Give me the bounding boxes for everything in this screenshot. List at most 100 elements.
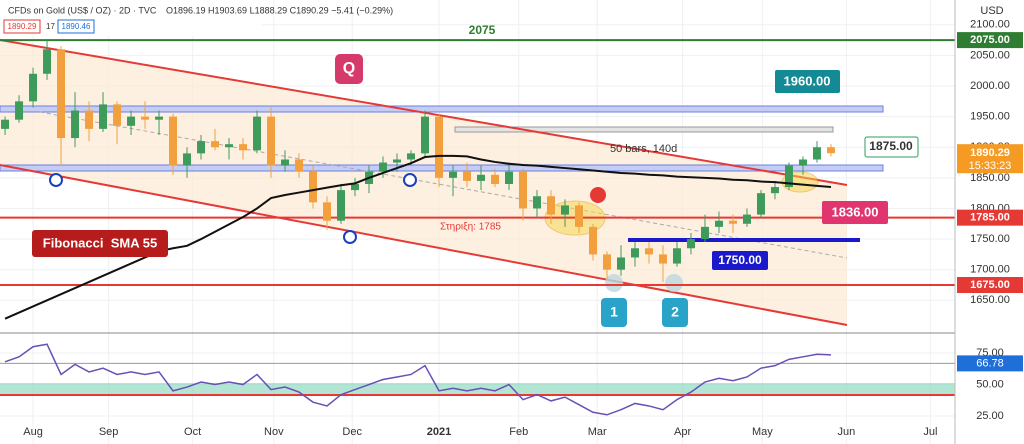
candle-body [812, 147, 821, 160]
x-tick-label: Aug [23, 426, 43, 438]
candle-body [826, 147, 835, 154]
ohlc: O1896.19 H1903.69 L1888.29 C1890.29 −5.4… [166, 5, 393, 15]
channel-line [0, 164, 848, 326]
candle-body [211, 141, 220, 148]
candle-body [99, 104, 108, 129]
candle-body [393, 159, 402, 163]
candle-body [71, 110, 80, 139]
callout-text: Q [343, 60, 355, 77]
y-tick-label: 1950.00 [970, 111, 1010, 123]
annotations: 2075 Q 1960.00 1875.00 50 bars, 140d 183… [32, 23, 919, 327]
y-tick-label: 2100.00 [970, 19, 1010, 31]
callout [864, 136, 919, 158]
candle-body [518, 171, 527, 209]
marks: Aug Sep Oct Nov Dec 2021 Feb Mar Apr May Jun Jul [1, 40, 937, 438]
bid-box [3, 19, 41, 34]
candle-body [770, 187, 779, 194]
candle-body [435, 116, 444, 178]
bid: 1890.29 [8, 22, 37, 31]
callout [601, 298, 627, 327]
y-tick-label: 2050.00 [970, 49, 1010, 61]
level-tag-text: 2075.00 [970, 34, 1010, 46]
candle-body [57, 49, 66, 139]
measure-text: 50 bars, 140d [610, 143, 677, 155]
candle-body [323, 202, 332, 221]
candle-body [630, 248, 639, 258]
up-marker [403, 173, 417, 187]
legend-background [0, 0, 262, 36]
y-tick-label: 1750.00 [970, 233, 1010, 245]
up-marker [343, 230, 357, 244]
candle-body [197, 141, 206, 154]
x-tick-label: Jun [837, 426, 855, 438]
candle-body [714, 220, 723, 227]
y-tick-label: 2000.00 [970, 80, 1010, 92]
candle-body [602, 254, 611, 270]
candle-body [43, 49, 52, 74]
candle-body [1, 119, 10, 129]
up-marker [49, 173, 63, 187]
legend: CFDs on Gold (US$ / OZ) · 2D · TVC O1896… [0, 0, 393, 36]
candle-body [532, 196, 541, 209]
candle-body [672, 248, 681, 264]
candle-body [700, 226, 709, 240]
callout-text: 1836.00 [832, 204, 879, 219]
level-tag-text: 66.78 [976, 357, 1004, 369]
symbol: CFDs on Gold (US$ / OZ) · 2D · TVC [8, 5, 157, 15]
candle-body [337, 190, 346, 221]
level-note: 2075 [469, 23, 496, 37]
candle-body [309, 171, 318, 203]
candle-body [141, 116, 150, 120]
candle-body [127, 116, 136, 126]
callout-text: 1875.00 [869, 139, 913, 153]
callout-text: Fibonacci SMA 55 [43, 235, 157, 250]
candle-body [421, 116, 430, 154]
callout-text: 1 [610, 304, 618, 320]
callout-text: 2 [671, 304, 679, 320]
ask-box [57, 19, 95, 34]
last-price: 1890.29 [970, 147, 1010, 159]
rsi-line [4, 343, 832, 416]
channel-line [0, 39, 848, 186]
callout-text: 1960.00 [784, 73, 831, 88]
candle-body [239, 144, 248, 151]
candle-body [85, 110, 94, 129]
callout [712, 251, 768, 270]
x-tick-label: Jul [923, 426, 937, 438]
candle-body [267, 116, 276, 166]
candle-body [351, 183, 360, 191]
callout [335, 54, 363, 84]
callout [32, 230, 168, 257]
candle-body [281, 159, 290, 166]
candle-body [756, 193, 765, 215]
candle-body [407, 153, 416, 160]
x-tick-label: Nov [264, 426, 284, 438]
candle-body [463, 171, 472, 181]
candle-body [253, 116, 262, 151]
candle-body [742, 214, 751, 224]
y-tick-label: 25.00 [976, 410, 1004, 422]
candle-body [658, 254, 667, 264]
candle-body [728, 220, 737, 224]
range-box [454, 126, 834, 133]
candle-body [798, 159, 807, 166]
spread: 17 [46, 22, 55, 31]
price-axis: USD 2100.002050.002000.001950.001900.001… [954, 0, 1024, 444]
callout [775, 70, 840, 93]
callout-text: 1750.00 [718, 253, 762, 267]
x-tick-label: 2021 [427, 426, 451, 438]
x-tick-label: Dec [342, 426, 362, 438]
zone [0, 105, 884, 113]
candle-body [588, 226, 597, 255]
candle-body [686, 239, 695, 249]
x-tick-label: Oct [184, 426, 201, 438]
candle-body [574, 205, 583, 227]
y-tick-label: 50.00 [976, 378, 1004, 390]
level-tag-text: 1785.00 [970, 212, 1010, 224]
candle-body [784, 165, 793, 188]
candle-body [225, 144, 234, 148]
candle-body [15, 101, 24, 120]
candle-body [476, 174, 485, 181]
level-tag [957, 277, 1023, 293]
candle-body [504, 171, 513, 184]
